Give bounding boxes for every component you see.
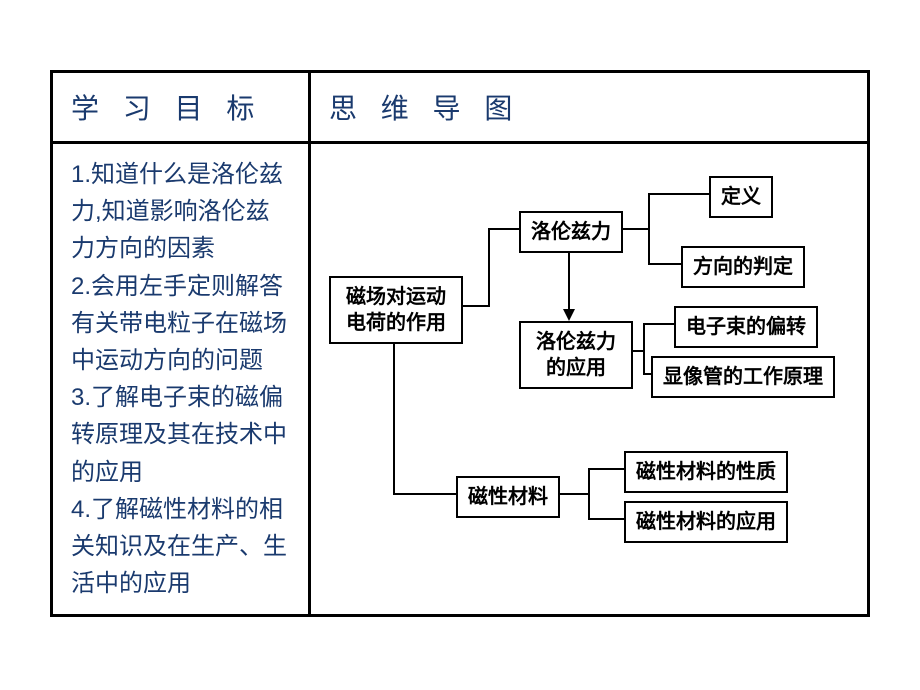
objective-3: 3.了解电子束的磁偏转原理及其在技术中的应用 <box>71 379 290 491</box>
objective-2: 2.会用左手定则解答有关带电粒子在磁场中运动方向的问题 <box>71 268 290 380</box>
header-objectives: 学 习 目 标 <box>52 72 310 143</box>
diagram-cell: 磁场对运动电荷的作用 洛伦兹力 定义 方向的判定 洛伦兹力的应用 电子束的偏转 … <box>310 143 869 616</box>
node-direction: 方向的判定 <box>681 246 805 288</box>
header-diagram: 思 维 导 图 <box>310 72 869 143</box>
node-root: 磁场对运动电荷的作用 <box>329 276 463 344</box>
objectives-cell: 1.知道什么是洛伦兹力,知道影响洛伦兹力方向的因素 2.会用左手定则解答有关带电… <box>52 143 310 616</box>
objective-4: 4.了解磁性材料的相关知识及在生产、生活中的应用 <box>71 491 290 603</box>
page: 学 习 目 标 思 维 导 图 1.知道什么是洛伦兹力,知道影响洛伦兹力方向的因… <box>0 0 920 687</box>
mindmap-diagram: 磁场对运动电荷的作用 洛伦兹力 定义 方向的判定 洛伦兹力的应用 电子束的偏转 … <box>329 156 849 556</box>
node-application: 洛伦兹力的应用 <box>519 321 633 389</box>
node-definition: 定义 <box>709 176 773 218</box>
node-magmat-use: 磁性材料的应用 <box>624 501 788 543</box>
node-electron-beam: 电子束的偏转 <box>674 306 818 348</box>
node-crt: 显像管的工作原理 <box>651 356 835 398</box>
node-magmat-property: 磁性材料的性质 <box>624 451 788 493</box>
node-magnetic-material: 磁性材料 <box>456 476 560 518</box>
node-lorentz: 洛伦兹力 <box>519 211 623 253</box>
objective-1: 1.知道什么是洛伦兹力,知道影响洛伦兹力方向的因素 <box>71 156 290 268</box>
main-table: 学 习 目 标 思 维 导 图 1.知道什么是洛伦兹力,知道影响洛伦兹力方向的因… <box>50 70 870 617</box>
